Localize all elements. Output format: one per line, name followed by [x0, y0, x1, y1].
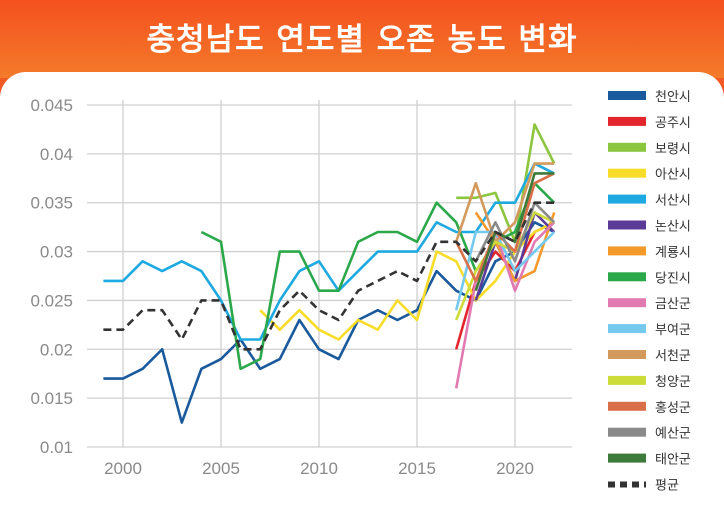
legend-label: 서산시 [655, 194, 691, 209]
legend-label: 부여군 [655, 323, 691, 338]
x-tick-label: 2000 [104, 459, 142, 478]
legend-swatch [608, 401, 646, 411]
legend-swatch [608, 194, 646, 204]
legend-label: 금산군 [655, 297, 691, 312]
x-tick-label: 2005 [202, 459, 240, 478]
chart-title: 충청남도 연도별 오존 농도 변화 [146, 22, 578, 58]
legend-swatch [608, 350, 646, 359]
y-tick-label: 0.04 [40, 145, 73, 164]
header-banner: 충청남도 연도별 오존 농도 변화 [0, 0, 724, 78]
legend-label: 천안시 [655, 90, 691, 105]
series-line-13 [474, 201, 556, 263]
legend-label: 태안군 [655, 453, 691, 468]
series-line-4 [103, 162, 555, 341]
series-line-11 [454, 211, 555, 321]
legend-swatch [608, 220, 646, 230]
series-line-9 [454, 230, 556, 311]
legend-swatch [608, 427, 646, 437]
legend-label: 서천군 [655, 349, 691, 364]
legend-swatch [608, 168, 646, 178]
legend-swatch [608, 272, 646, 282]
y-tick-label: 0.03 [40, 243, 73, 262]
legend-label: 홍성군 [655, 401, 691, 416]
y-tick-label: 0.01 [40, 438, 73, 457]
legend-swatch [608, 142, 646, 152]
legend-label: 예산군 [655, 427, 691, 442]
legend-swatch [608, 453, 646, 463]
legend-label: 계룡시 [655, 245, 691, 260]
y-tick-label: 0.015 [30, 389, 73, 408]
series-line-14 [474, 172, 555, 292]
legend-swatch [608, 91, 646, 100]
y-tick-label: 0.045 [30, 96, 73, 115]
y-tick-label: 0.02 [40, 340, 73, 359]
series-line-2 [456, 123, 556, 244]
legend-label: 당진시 [655, 271, 691, 286]
y-tick-label: 0.035 [30, 194, 73, 213]
legend-label: 보령시 [655, 142, 691, 157]
legend-swatch [608, 324, 646, 334]
legend-swatch [608, 298, 646, 308]
legend-label: 공주시 [655, 116, 691, 131]
legend-swatch [608, 246, 646, 256]
legend-swatch [608, 375, 646, 385]
series-line-8 [454, 221, 556, 389]
x-tick-label: 2015 [398, 459, 436, 478]
chart-card [0, 72, 724, 512]
y-tick-label: 0.025 [30, 291, 73, 310]
legend-label: 논산시 [655, 220, 691, 235]
legend-label: 청양군 [655, 375, 691, 390]
x-tick-label: 2020 [496, 459, 534, 478]
series-line-10 [454, 162, 555, 244]
legend-label: 평균 [655, 479, 679, 494]
legend-label: 아산시 [655, 168, 691, 183]
series-line-15 [103, 201, 555, 351]
series-line-3 [259, 221, 555, 341]
x-tick-label: 2010 [300, 459, 338, 478]
legend-swatch [608, 116, 646, 126]
